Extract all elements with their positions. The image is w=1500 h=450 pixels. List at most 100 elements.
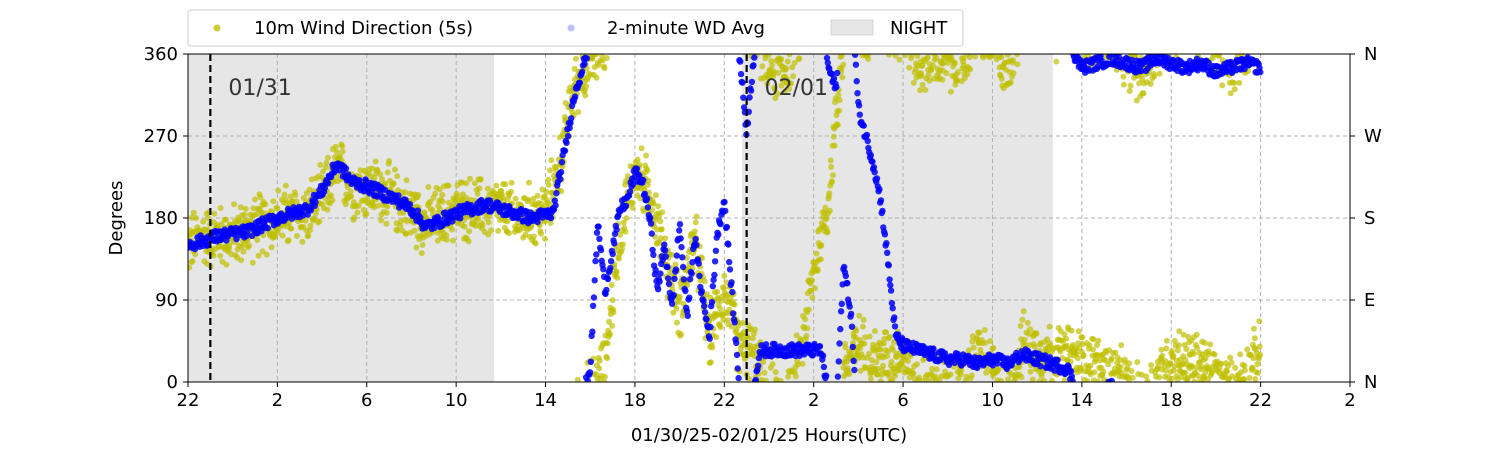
wind-point-5s [839,74,846,81]
wind-point-5s [658,226,665,233]
wind-point-2min-avg [664,263,671,271]
wind-point-5s [488,227,494,234]
wind-point-2min-avg [592,257,599,265]
wind-point-5s [619,241,626,248]
wind-point-5s [886,369,893,376]
wind-point-5s [804,325,811,332]
wind-point-5s [859,323,866,330]
wind-point-5s [976,329,983,336]
wind-point-5s [505,230,512,237]
wind-point-2min-avg [725,241,732,248]
wind-point-5s [596,365,603,372]
wind-point-5s [638,145,645,152]
wind-point-5s [668,251,675,258]
wind-point-5s [1117,364,1124,371]
wind-point-5s [1124,365,1131,372]
wind-point-5s [299,238,306,245]
wind-point-5s [384,169,391,176]
wind-point-5s [910,79,917,86]
wind-point-5s [532,240,539,247]
wind-point-2min-avg [406,201,414,208]
wind-point-5s [466,228,473,235]
y-right-tick-label: S [1364,208,1375,229]
wind-point-5s [906,64,913,71]
wind-point-5s [379,176,385,183]
wind-direction-2min-avg-points [188,54,1264,382]
wind-point-5s [542,235,549,242]
wind-point-5s [592,54,599,58]
wind-point-5s [1022,341,1029,348]
wind-point-5s [720,316,727,323]
wind-point-5s [558,188,565,195]
wind-point-2min-avg [707,323,714,331]
wind-point-2min-avg [568,115,575,122]
wind-point-2min-avg [650,251,657,259]
wind-point-5s [1159,352,1166,359]
wind-point-5s [609,322,616,329]
wind-point-5s [910,370,917,377]
wind-point-5s [1027,368,1034,375]
wind-point-5s [772,369,779,376]
wind-point-5s [1129,374,1136,381]
wind-point-2min-avg [693,242,700,249]
wind-point-5s [840,61,847,68]
wind-point-5s [1254,369,1261,376]
wind-point-2min-avg [891,314,898,321]
wind-point-5s [740,329,747,336]
wind-point-2min-avg [656,278,663,285]
wind-point-5s [307,222,314,229]
wind-point-2min-avg [864,137,871,145]
wind-point-2min-avg [855,102,863,109]
x-tick-label: 2 [1344,390,1355,411]
wind-point-2min-avg [726,258,733,266]
wind-point-2min-avg [641,190,648,197]
wind-point-2min-avg [850,357,857,364]
wind-point-5s [484,185,491,192]
wind-point-5s [250,205,257,212]
wind-point-5s [583,83,590,90]
wind-point-2min-avg [593,251,600,258]
wind-point-5s [419,241,426,248]
wind-point-5s [805,306,812,313]
wind-point-5s [1075,328,1082,335]
wind-point-2min-avg [863,131,871,139]
wind-point-5s [548,157,555,164]
wind-point-5s [888,358,895,365]
wind-point-2min-avg [1069,378,1076,382]
wind-point-5s [371,174,378,181]
wind-point-5s [386,158,393,164]
wind-point-5s [211,210,218,217]
wind-point-2min-avg [871,169,878,176]
wind-point-2min-avg [869,158,876,165]
wind-point-5s [1217,360,1224,367]
wind-point-5s [200,218,207,225]
wind-point-5s [242,205,249,212]
wind-point-5s [1044,336,1050,343]
wind-point-5s [1198,364,1205,370]
wind-point-5s [463,194,469,201]
wind-point-5s [402,189,409,196]
wind-point-2min-avg [654,286,662,293]
wind-point-5s [808,277,815,284]
wind-point-5s [333,149,340,155]
wind-point-5s [1094,378,1101,382]
wind-point-2min-avg [603,286,610,294]
wind-point-5s [892,54,899,59]
wind-point-5s [717,306,724,312]
wind-point-2min-avg [613,226,620,233]
wind-point-2min-avg [762,341,770,348]
wind-point-5s [922,87,929,93]
wind-point-5s [786,85,793,92]
wind-point-5s [1063,335,1070,342]
wind-point-5s [1133,97,1140,104]
wind-point-5s [836,97,843,104]
wind-point-2min-avg [844,279,851,287]
wind-point-5s [1143,373,1150,380]
wind-point-2min-avg [723,223,731,231]
wind-point-2min-avg [1054,356,1061,364]
wind-point-2min-avg [307,207,314,214]
wind-point-5s [189,258,196,265]
wind-point-2min-avg [604,275,612,283]
wind-point-5s [617,231,624,238]
wind-point-2min-avg [248,232,256,239]
